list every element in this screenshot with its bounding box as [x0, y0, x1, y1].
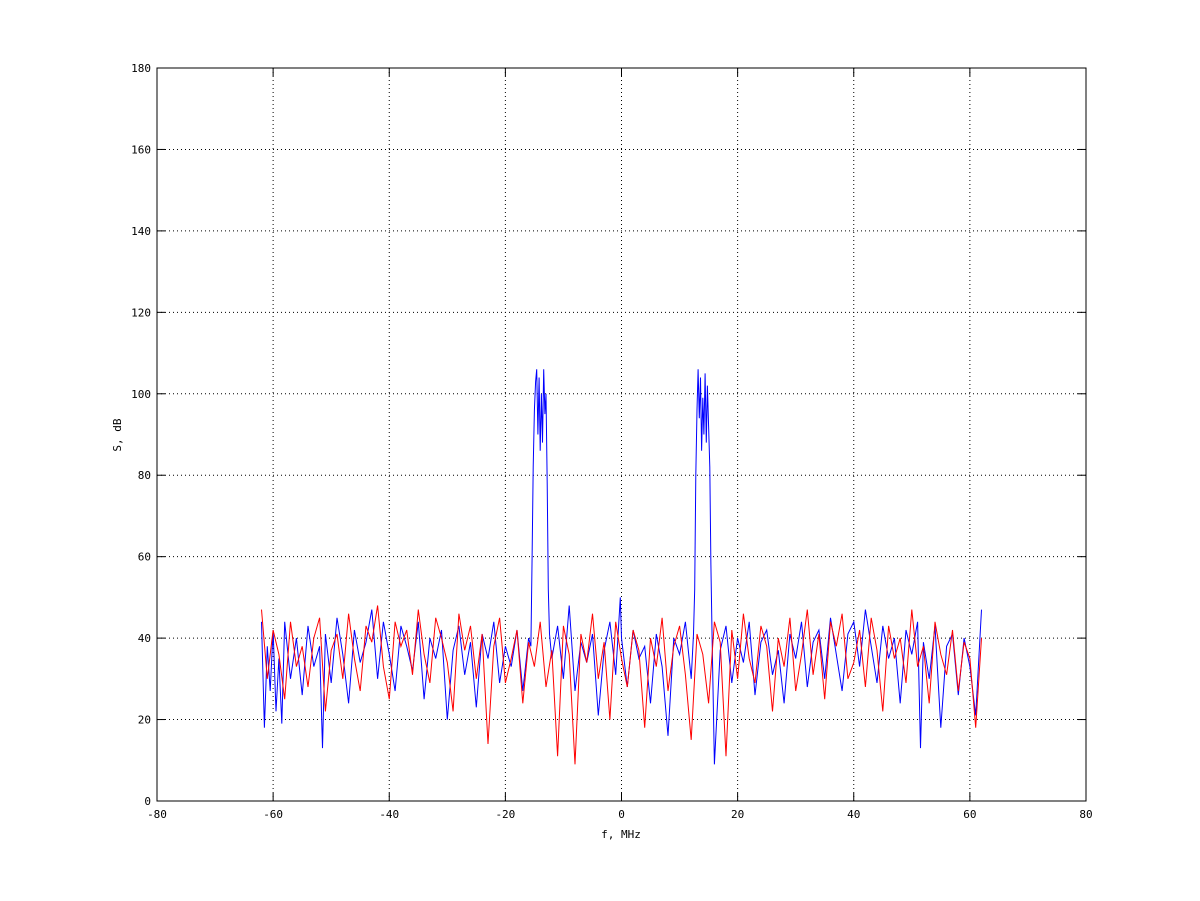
- x-tick-label: 40: [847, 808, 860, 821]
- y-tick-label: 120: [131, 306, 151, 319]
- y-tick-label: 20: [138, 714, 151, 727]
- series-group: [261, 369, 982, 765]
- y-tick-label: 80: [138, 469, 151, 482]
- x-tick-label: -20: [495, 808, 515, 821]
- x-tick-label: 0: [618, 808, 625, 821]
- x-tick-label: 20: [731, 808, 744, 821]
- grid: [157, 68, 1086, 801]
- y-tick-label: 180: [131, 62, 151, 75]
- x-axis-label: f, MHz: [601, 828, 641, 841]
- y-tick-label: 60: [138, 551, 151, 564]
- ticks: -80 -60 -40 -20 0 20 40 60 80 0 20 40 60 80 100 120 140 1…: [131, 62, 1093, 821]
- y-tick-label: 0: [144, 795, 151, 808]
- y-tick-label: 100: [131, 388, 151, 401]
- x-tick-label: 60: [963, 808, 976, 821]
- x-tick-label: 80: [1079, 808, 1092, 821]
- y-tick-label: 140: [131, 225, 151, 238]
- y-axis-label: S, dB: [111, 418, 124, 451]
- x-tick-label: -40: [379, 808, 399, 821]
- y-tick-label: 160: [131, 143, 151, 156]
- x-tick-label: -60: [263, 808, 283, 821]
- x-tick-label: -80: [147, 808, 167, 821]
- plot-frame: [156, 67, 1087, 802]
- y-tick-label: 40: [138, 632, 151, 645]
- series-line-2: [261, 605, 982, 765]
